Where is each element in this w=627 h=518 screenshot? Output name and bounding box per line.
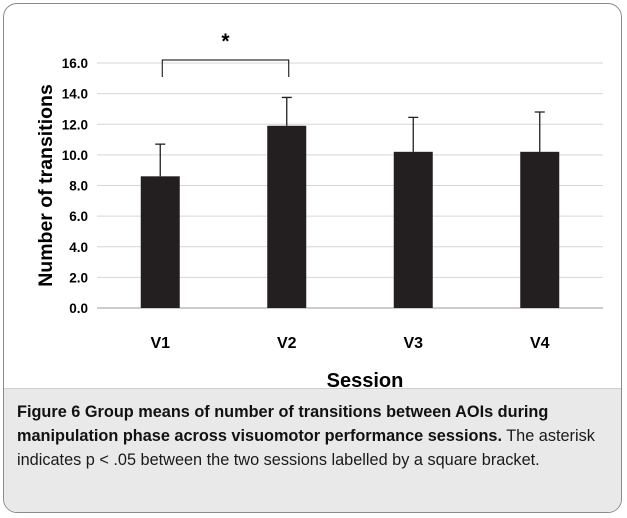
bracket-line bbox=[161, 59, 290, 77]
caption-title: Group means of number of transitions bet… bbox=[17, 403, 549, 445]
y-tick-label: 10.0 bbox=[62, 148, 88, 163]
bar bbox=[140, 176, 180, 308]
x-tick-label: V4 bbox=[530, 335, 550, 352]
x-tick-label: V3 bbox=[403, 335, 423, 352]
significance-bracket: * bbox=[161, 30, 290, 77]
error-bars bbox=[155, 96, 545, 177]
grid-lines bbox=[97, 62, 603, 309]
y-tick-label: 14.0 bbox=[62, 87, 88, 102]
caption-text: The asterisk indicates p < .05 between t… bbox=[17, 427, 595, 469]
x-tick-label: V2 bbox=[277, 335, 297, 352]
y-tick-label: 8.0 bbox=[69, 179, 88, 194]
y-tick-label: 16.0 bbox=[62, 56, 88, 71]
x-tick-label: V1 bbox=[150, 335, 170, 352]
bar bbox=[393, 151, 433, 308]
figure-caption: Figure 6 Group means of number of transi… bbox=[4, 388, 621, 512]
caption-label: Figure 6 bbox=[17, 403, 81, 421]
y-tick-labels: 0.0 2.0 4.0 6.0 8.0 10.0 12.0 14.0 16.0 bbox=[62, 56, 88, 316]
y-tick-label: 0.0 bbox=[69, 301, 88, 316]
significance-asterisk: * bbox=[221, 30, 230, 53]
y-tick-label: 6.0 bbox=[69, 209, 88, 224]
y-tick-label: 12.0 bbox=[62, 117, 88, 132]
x-tick-labels: V1 V2 V3 V4 bbox=[150, 335, 549, 352]
y-tick-label: 4.0 bbox=[69, 240, 88, 255]
y-axis-label: Number of transitions bbox=[35, 84, 57, 287]
bar bbox=[520, 151, 560, 308]
bar bbox=[267, 125, 307, 308]
figure-frame: 0.0 2.0 4.0 6.0 8.0 10.0 12.0 14.0 16.0 V1 V2 V3 V4… bbox=[3, 3, 622, 513]
bars bbox=[140, 125, 560, 308]
y-tick-label: 2.0 bbox=[69, 270, 88, 285]
x-axis-label: Session bbox=[327, 370, 404, 388]
bar-chart: 0.0 2.0 4.0 6.0 8.0 10.0 12.0 14.0 16.0 V1 V2 V3 V4… bbox=[35, 30, 603, 388]
